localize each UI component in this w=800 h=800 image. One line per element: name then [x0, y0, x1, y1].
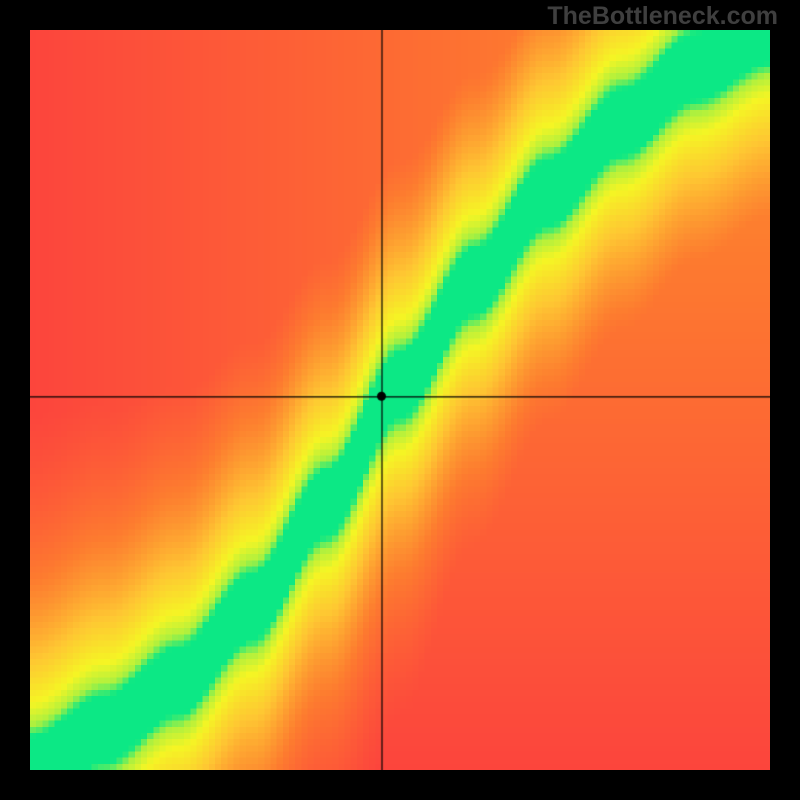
watermark-text: TheBottleneck.com	[547, 2, 778, 31]
bottleneck-chart: TheBottleneck.com	[0, 0, 800, 800]
crosshair-overlay	[30, 30, 770, 770]
